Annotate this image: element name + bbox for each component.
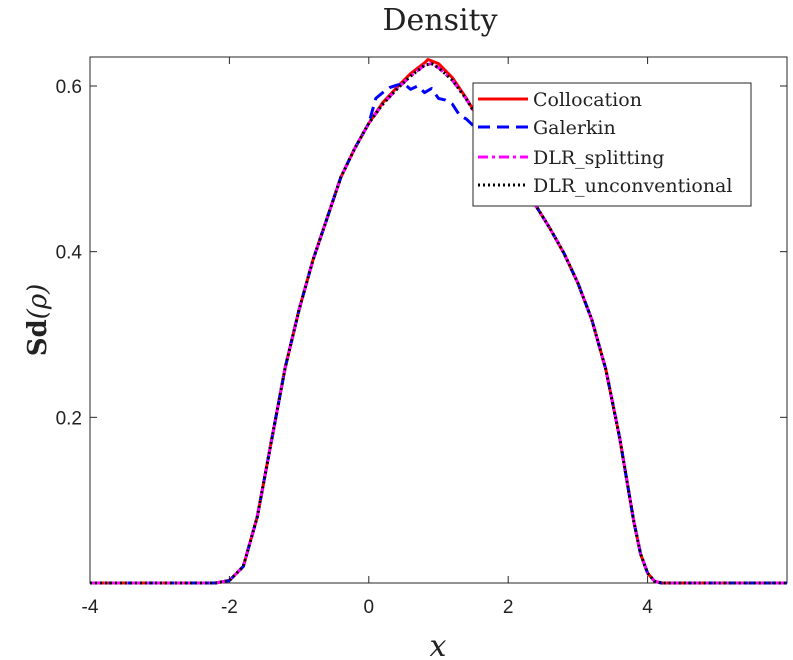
x-tick-label: -2 [221, 597, 238, 618]
plot-area: -4 -2 0 2 4 0.2 0.4 0.6 [56, 56, 788, 618]
y-tick-label: 0.4 [56, 243, 83, 264]
legend-label-dlr-splitting: DLR_splitting [533, 147, 664, 169]
legend-label-dlr-unconventional: DLR_unconventional [533, 175, 732, 197]
x-tick-label: 4 [642, 597, 653, 618]
legend: Collocation Galerkin DLR_splitting DLR_u… [472, 82, 752, 207]
series-lines [90, 58, 787, 585]
y-axis-label-main: Sd [23, 319, 53, 356]
x-axis-label: x [430, 629, 447, 660]
chart-title: Density [382, 3, 497, 38]
y-axis-label-arg: (ρ) [23, 284, 53, 320]
legend-label-collocation: Collocation [533, 89, 642, 111]
y-tick-label: 0.2 [56, 408, 82, 429]
axes-box [89, 56, 788, 584]
x-tick-label: -4 [82, 597, 99, 618]
series-line-dlr-unconventional [90, 62, 787, 585]
y-axis-label: Sd(ρ) [23, 284, 53, 357]
x-tick-label: 0 [364, 597, 375, 618]
axis-ticks: -4 -2 0 2 4 0.2 0.4 0.6 [56, 57, 787, 618]
x-tick-label: 2 [503, 597, 514, 618]
legend-label-galerkin: Galerkin [533, 117, 616, 139]
y-tick-label: 0.6 [56, 77, 82, 98]
